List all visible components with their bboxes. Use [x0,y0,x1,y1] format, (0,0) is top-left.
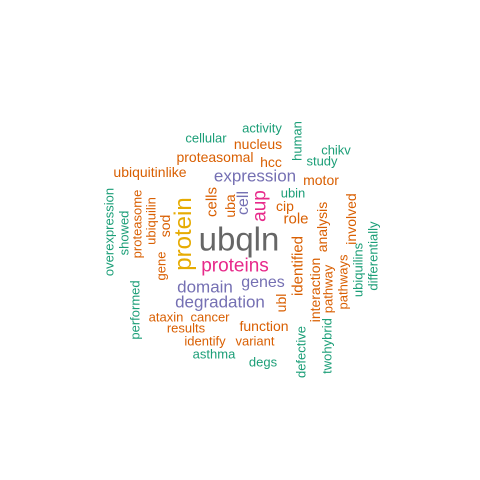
word-cells: cells [203,186,221,218]
word-ubin: ubin [280,185,306,201]
word-variant: variant [235,333,275,349]
word-identify: identify [184,333,226,349]
word-degs: degs [248,354,278,370]
word-human: human [289,121,305,161]
word-proteins: proteins [201,255,269,277]
word-aup: aup [249,190,271,222]
word-pathway: pathway [320,264,336,314]
word-genes: genes [241,274,285,291]
word-cip: cip [276,198,294,214]
word-ubqln: ubqln [198,220,280,258]
word-study: study [306,153,338,169]
word-function: function [239,318,289,334]
word-cellular: cellular [185,130,227,146]
word-identified: identified [289,235,307,297]
word-proteasome: proteasome [129,189,145,259]
word-chikv: chikv [321,142,351,158]
word-analysis: analysis [314,201,330,253]
word-nucleus: nucleus [233,136,283,152]
word-degradation: degradation [175,292,265,312]
word-proteasomal: proteasomal [176,149,254,165]
word-cancer: cancer [190,309,230,325]
word-pathways: pathways [335,254,351,310]
word-uba: uba [222,194,238,218]
word-twohybrid: twohybrid [319,318,335,374]
word-overexpression: overexpression [101,187,117,277]
word-motor: motor [303,172,339,188]
word-defective: defective [293,325,309,379]
word-ubiquilin: ubiquilin [143,197,159,245]
word-sod: sod [157,214,173,238]
word-role: role [283,210,309,228]
word-involved: involved [343,193,359,245]
word-domain: domain [177,277,233,297]
word-protein: protein [170,197,197,271]
word-differentially: differentially [365,221,381,291]
word-performed: performed [127,280,143,340]
word-hcc: hcc [260,154,282,170]
word-results: results [166,320,206,336]
word-ubl: ubl [273,293,289,313]
word-activity: activity [242,120,282,136]
word-asthma: asthma [192,346,236,362]
word-expression: expression [213,166,297,186]
word-ataxin: ataxin [148,309,184,325]
word-gene: gene [153,251,169,281]
word-ubiquitinlike: ubiquitinlike [113,164,187,180]
word-ubiquilins: ubiquilins [350,242,366,298]
word-cell: cell [235,190,252,216]
